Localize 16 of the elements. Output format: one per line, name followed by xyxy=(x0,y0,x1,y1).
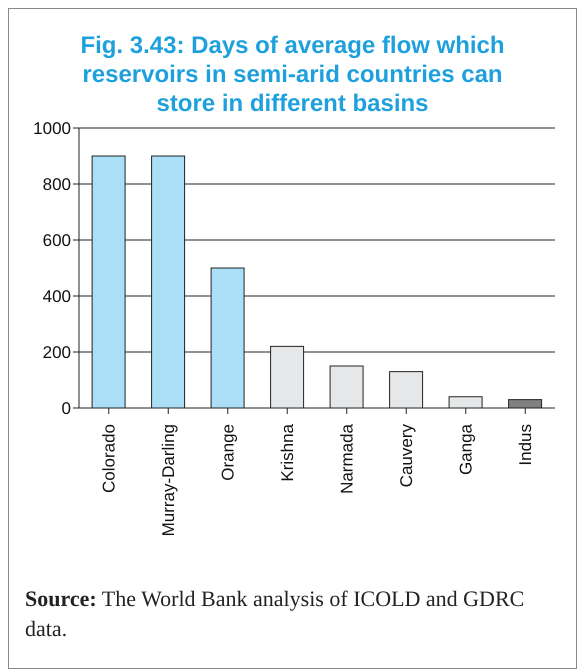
y-tick-label: 200 xyxy=(42,343,71,362)
y-tick-label: 1000 xyxy=(33,119,71,138)
y-tick-label: 0 xyxy=(62,399,71,418)
x-tick-label: Orange xyxy=(218,424,238,481)
x-tick-label: Cauvery xyxy=(396,424,416,488)
y-tick-label: 600 xyxy=(42,231,71,250)
x-tick-label: Ganga xyxy=(456,423,476,476)
x-tick-label: Colorado xyxy=(99,424,118,493)
x-tick-label: Indus xyxy=(516,424,535,466)
y-tick-label: 800 xyxy=(42,175,71,194)
x-tick-label: Narmada xyxy=(337,423,356,494)
y-tick-label: 400 xyxy=(42,287,71,306)
text: Source: The World Bank analysis of ICOLD and GDRC data. xyxy=(25,586,524,641)
x-tick-label: Murray-Darling xyxy=(158,424,178,536)
chart-title: Fig. 3.43: Days of average flow which reservoirs in semi-arid countries can store in different basins xyxy=(79,31,506,118)
x-tick-label: Krishna xyxy=(278,423,297,482)
